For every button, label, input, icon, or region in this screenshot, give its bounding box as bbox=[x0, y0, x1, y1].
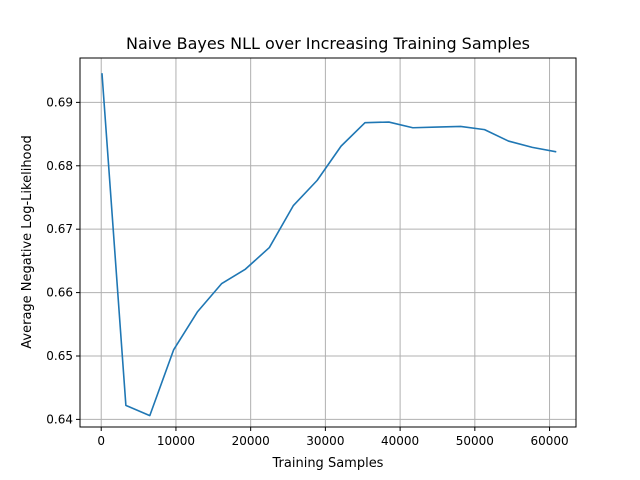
x-tick-label: 50000 bbox=[456, 434, 494, 448]
gridlines bbox=[80, 58, 576, 427]
x-tick-label: 30000 bbox=[306, 434, 344, 448]
x-tick-label: 20000 bbox=[232, 434, 270, 448]
y-tick-label: 0.65 bbox=[46, 349, 73, 363]
chart-title: Naive Bayes NLL over Increasing Training… bbox=[126, 34, 530, 53]
y-axis: 0.64 0.65 0.66 0.67 0.68 0.69 bbox=[46, 95, 80, 426]
x-axis: 0 10000 20000 30000 40000 50000 60000 bbox=[97, 427, 569, 448]
x-tick-label: 40000 bbox=[381, 434, 419, 448]
x-tick-label: 10000 bbox=[157, 434, 195, 448]
y-tick-label: 0.69 bbox=[46, 95, 73, 109]
x-axis-label: Training Samples bbox=[272, 456, 384, 471]
y-tick-label: 0.66 bbox=[46, 286, 73, 300]
y-tick-label: 0.67 bbox=[46, 222, 73, 236]
y-tick-label: 0.68 bbox=[46, 159, 73, 173]
series-layer bbox=[101, 73, 557, 417]
x-tick-label: 0 bbox=[97, 434, 105, 448]
x-tick-label: 60000 bbox=[530, 434, 568, 448]
series-line-0 bbox=[101, 73, 557, 417]
plot-area-frame bbox=[79, 57, 577, 428]
y-axis-label: Average Negative Log-Likelihood bbox=[20, 135, 35, 348]
y-tick-label: 0.64 bbox=[46, 412, 73, 426]
